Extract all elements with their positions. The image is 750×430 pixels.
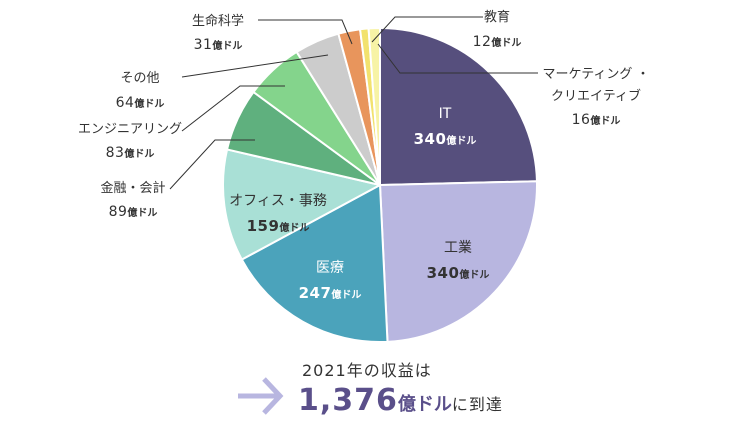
slice-label-2: 工業: [444, 240, 472, 256]
summary-total-unit: 億ドル: [397, 394, 452, 415]
leader-lines: [169, 16, 538, 190]
summary-heading: 2021年の収益は: [302, 361, 432, 380]
summary-suffix: に到達: [451, 395, 503, 414]
leader-line-9: [371, 16, 483, 43]
slice-value-1: 340億ドル: [414, 130, 477, 148]
leader-line-7: [181, 54, 329, 78]
arrow-right-icon: [238, 377, 284, 415]
pie-slice-10: [367, 26, 381, 186]
slice-value-4: 159億ドル: [247, 217, 310, 235]
slice-value-7: 64億ドル: [116, 95, 165, 111]
slice-label-10-line1: マーケティング ・: [542, 67, 649, 82]
slice-value-8: 31億ドル: [194, 37, 243, 53]
leader-line-8: [258, 19, 353, 45]
slice-label-8: 生命科学: [192, 13, 244, 29]
summary-total: 1,376: [298, 383, 398, 418]
slice-value-6: 83億ドル: [106, 145, 155, 161]
slice-value-3: 247億ドル: [299, 284, 362, 302]
slice-label-7: その他: [120, 71, 159, 86]
slice-label-4: オフィス・事務: [229, 193, 327, 209]
slice-label-1: IT: [439, 106, 452, 122]
leader-line-6: [181, 85, 285, 132]
slice-label-9: 教育: [484, 9, 510, 25]
slice-label-5: 金融・会計: [100, 180, 165, 196]
summary-block: 2021年の収益は 1,376億ドルに到達: [236, 357, 536, 427]
slice-label-10-line2: クリエイティブ: [551, 88, 641, 104]
slice-value-2: 340億ドル: [427, 264, 490, 282]
slice-value-9: 12億ドル: [473, 34, 522, 50]
leader-line-10: [377, 43, 538, 74]
leader-line-5: [169, 139, 255, 190]
pie-slice-1: [379, 26, 538, 187]
slice-label-3: 医療: [316, 259, 344, 276]
pie-slice-4: [222, 148, 383, 261]
pie-slice-2: [378, 180, 538, 343]
pie-slices: [222, 26, 538, 343]
summary-total-line: 1,376億ドルに到達: [298, 383, 503, 418]
slice-value-5: 89億ドル: [109, 204, 158, 220]
pie-slice-3: [240, 183, 389, 343]
slice-value-10: 16億ドル: [572, 112, 621, 128]
slice-labels: IT340億ドル工業340億ドル医療247億ドルオフィス・事務159億ドル金融・…: [78, 9, 650, 302]
slice-label-6: エンジニアリング: [78, 122, 182, 137]
